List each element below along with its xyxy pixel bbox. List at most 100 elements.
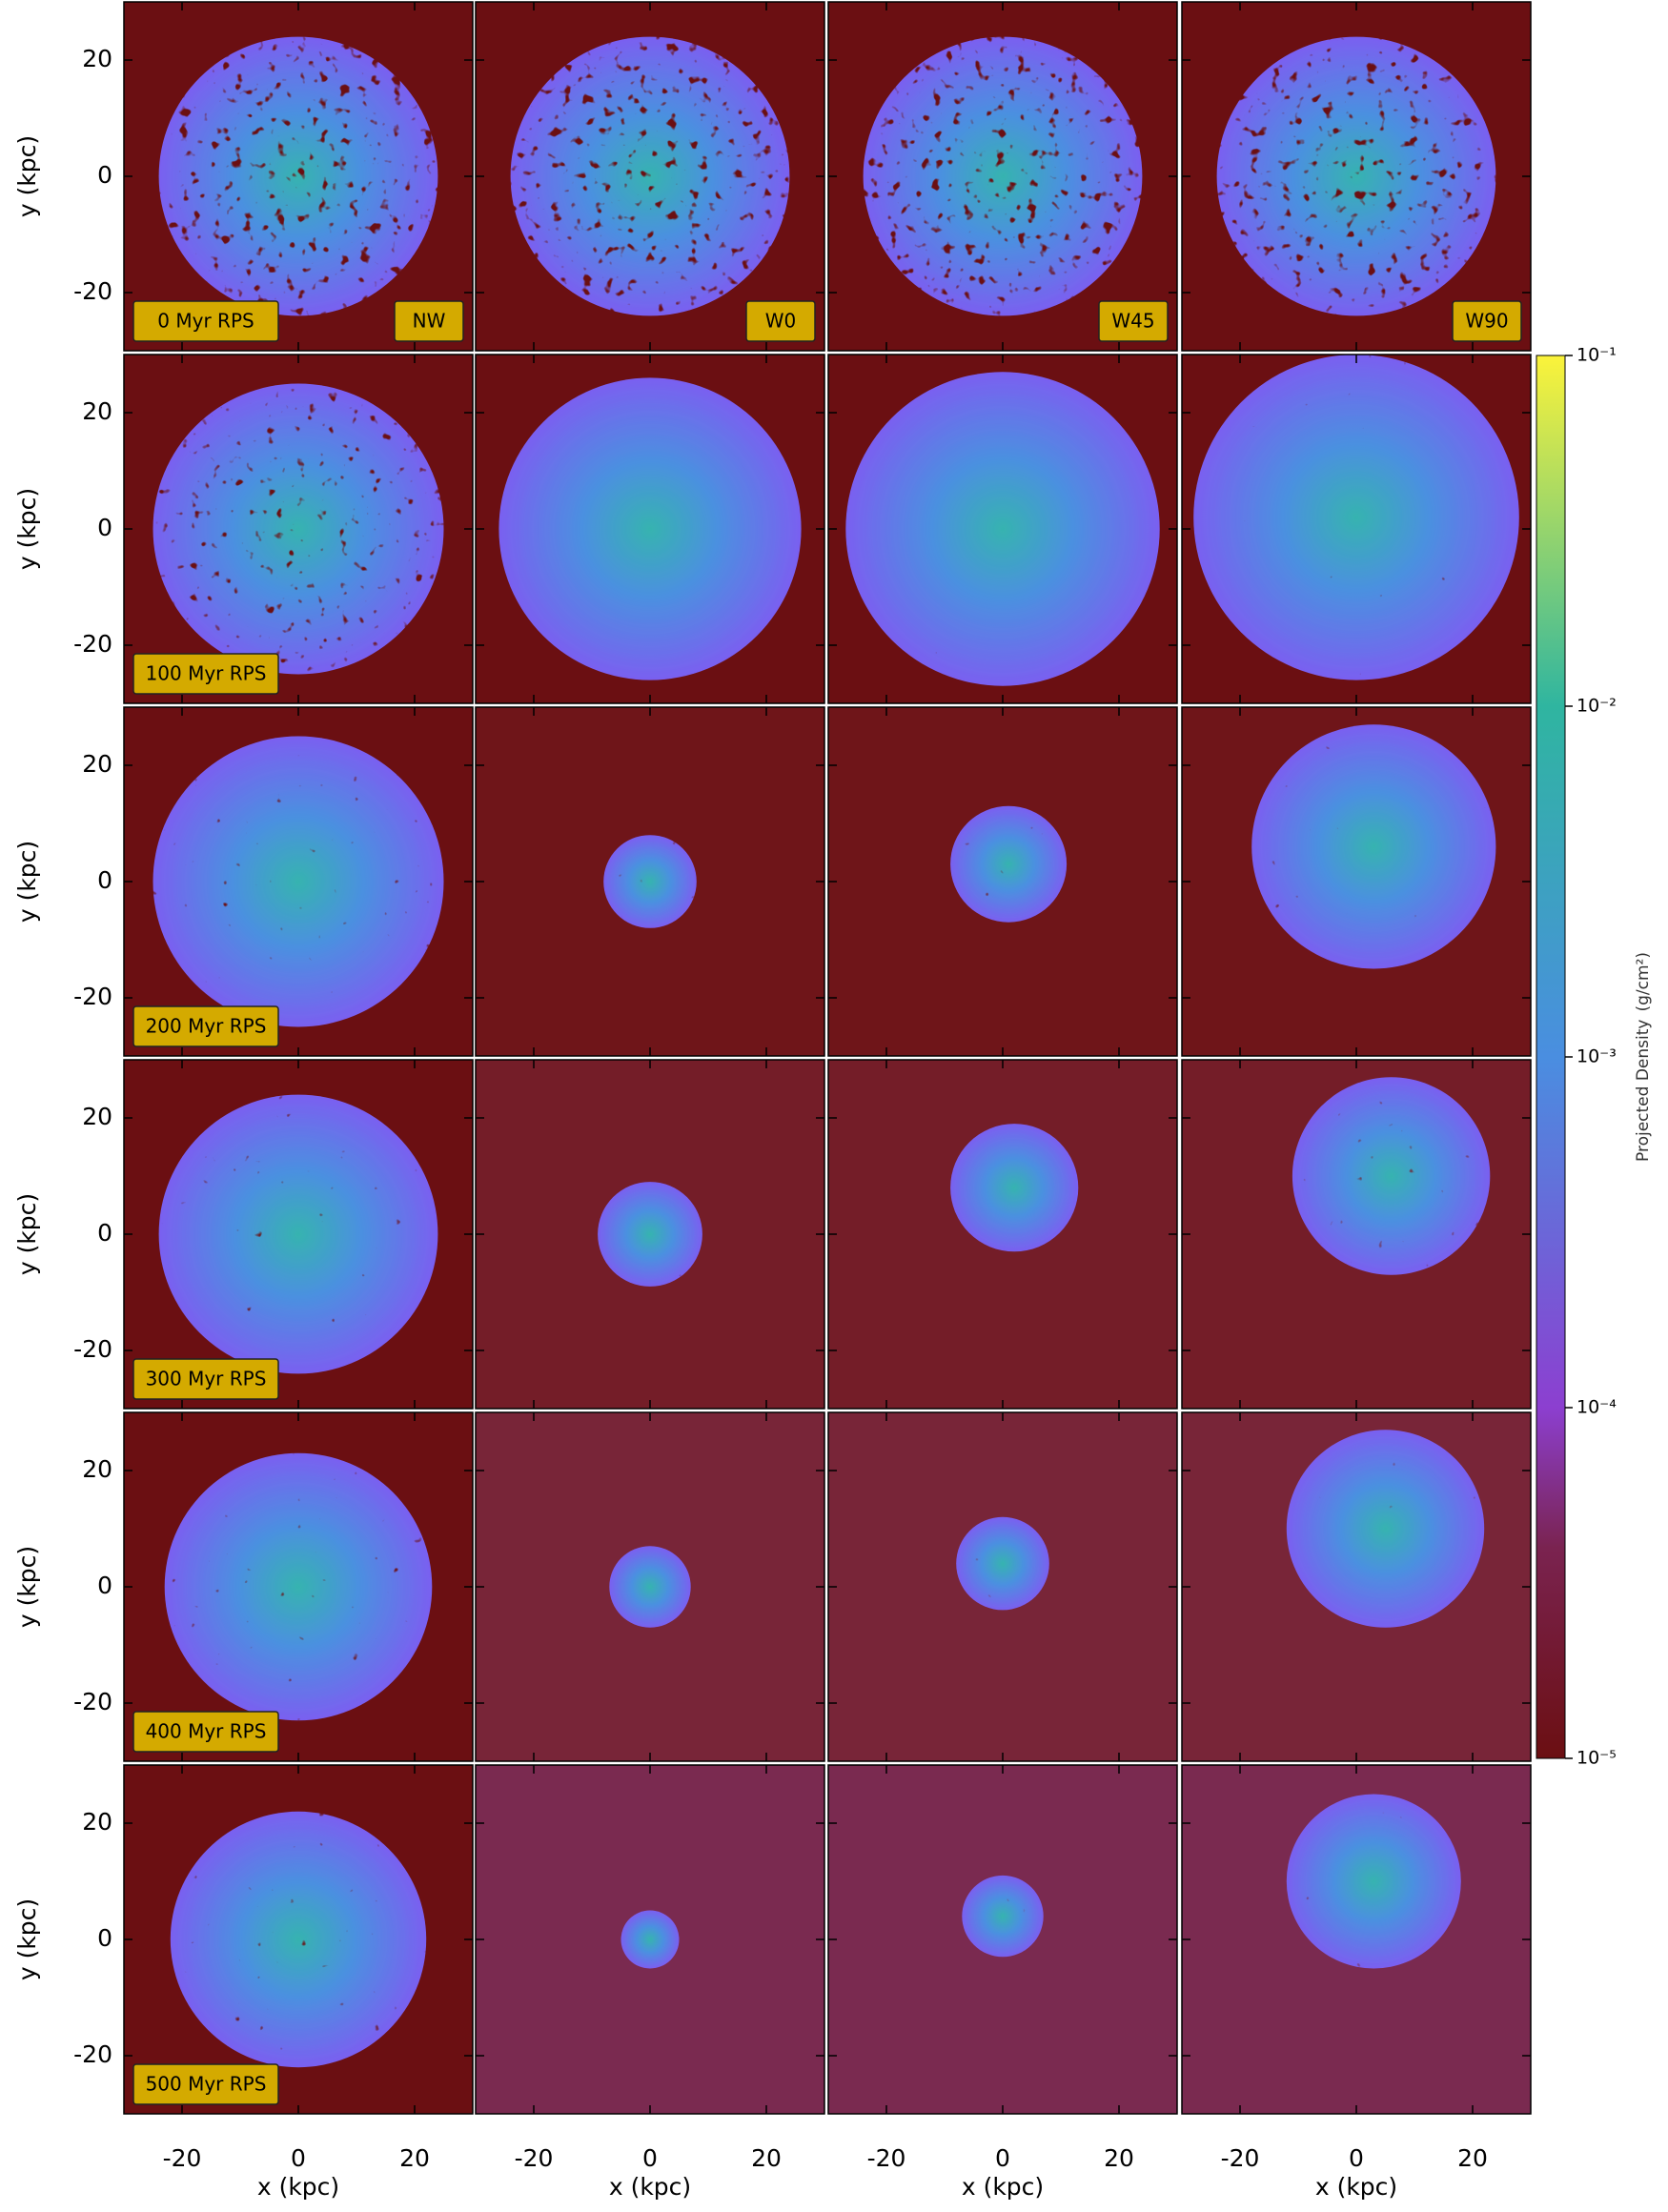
panel — [1182, 1412, 1531, 1761]
y-tick-label: 0 — [97, 866, 112, 894]
y-tick-label: -20 — [73, 1335, 112, 1363]
y-tick-label: 20 — [82, 397, 112, 425]
time-box — [132, 653, 279, 695]
y-tick-label: 0 — [97, 1572, 112, 1599]
panel — [828, 1765, 1177, 2114]
model-box — [394, 300, 464, 342]
gas-disk — [153, 383, 444, 675]
panel — [124, 2, 473, 351]
panel — [1182, 355, 1531, 703]
y-tick-label: 20 — [82, 1808, 112, 1836]
panel — [476, 2, 824, 351]
gas-disk — [510, 36, 790, 316]
y-axis-label: y (kpc) — [13, 1898, 41, 1980]
panel — [476, 1412, 824, 1761]
panel — [124, 355, 473, 703]
x-tick-label: 20 — [399, 2144, 430, 2172]
gas-disk — [609, 1546, 691, 1628]
gas-disk — [845, 372, 1160, 686]
model-label: W0 — [765, 310, 797, 333]
colorbar-tick-label: 10⁻⁴ — [1576, 1397, 1617, 1418]
gas-disk — [956, 1516, 1049, 1611]
colorbar-tick-label: 10⁻⁵ — [1576, 1748, 1617, 1769]
y-tick-label: -20 — [73, 2040, 112, 2068]
x-axis-label: x (kpc) — [962, 2173, 1044, 2201]
x-tick-label: -20 — [515, 2144, 554, 2172]
gas-disk — [498, 377, 802, 680]
gas-disk — [603, 835, 697, 928]
gas-disk — [1216, 36, 1496, 316]
y-tick-label: 0 — [97, 1219, 112, 1247]
panel — [124, 1412, 473, 1761]
gas-disk — [1286, 1794, 1461, 1969]
x-tick-label: -20 — [163, 2144, 202, 2172]
time-label: 500 Myr RPS — [146, 2073, 267, 2096]
panel — [828, 2, 1177, 351]
colorbar-label: Projected Density (g/cm²) — [1634, 952, 1653, 1162]
model-box — [1452, 300, 1522, 342]
time-label: 300 Myr RPS — [146, 1368, 267, 1390]
time-box — [132, 300, 279, 342]
y-tick-label: -20 — [73, 277, 112, 305]
panel — [1182, 1060, 1531, 1409]
time-label: 0 Myr RPS — [157, 310, 254, 333]
colorbar-title: Projected Density — [1634, 1020, 1653, 1162]
panel — [828, 1412, 1177, 1761]
y-tick-label: -20 — [73, 983, 112, 1010]
panel — [1182, 1765, 1531, 2114]
x-tick-label: 0 — [291, 2144, 306, 2172]
x-tick-label: 20 — [1457, 2144, 1488, 2172]
gas-disk — [950, 805, 1068, 923]
y-tick-label: 0 — [97, 514, 112, 541]
panel — [476, 707, 824, 1056]
y-tick-label: 20 — [82, 750, 112, 778]
time-box — [132, 2063, 279, 2105]
x-tick-label: 20 — [751, 2144, 782, 2172]
y-tick-label: 20 — [82, 45, 112, 72]
gas-disk — [598, 1182, 702, 1287]
panel — [1182, 707, 1531, 1056]
gas-disk — [158, 36, 438, 316]
model-box — [1098, 300, 1169, 342]
y-tick-label: 0 — [97, 161, 112, 189]
y-axis-label: y (kpc) — [13, 841, 41, 923]
panel — [828, 355, 1177, 703]
time-box — [132, 1358, 279, 1400]
gas-disk — [170, 1811, 427, 2068]
y-tick-label: -20 — [73, 1688, 112, 1715]
time-box — [132, 1711, 279, 1753]
time-label: 200 Myr RPS — [146, 1015, 267, 1038]
x-axis-label: x (kpc) — [257, 2173, 339, 2201]
colorbar-tick-label: 10⁻² — [1576, 696, 1617, 717]
time-label: 400 Myr RPS — [146, 1720, 267, 1743]
panel — [124, 1765, 473, 2114]
panel — [476, 1060, 824, 1409]
model-box — [745, 300, 816, 342]
gas-disk — [158, 1094, 438, 1374]
y-axis-label: y (kpc) — [13, 488, 41, 570]
gas-disk — [1193, 355, 1519, 680]
y-tick-label: 20 — [82, 1103, 112, 1130]
panel — [828, 707, 1177, 1056]
model-label: NW — [413, 310, 446, 333]
colorbar — [1536, 355, 1566, 1759]
y-tick-label: 0 — [97, 1924, 112, 1952]
gas-disk — [164, 1452, 433, 1721]
y-tick-label: 20 — [82, 1455, 112, 1483]
y-axis-label: y (kpc) — [13, 1193, 41, 1275]
panel — [1182, 2, 1531, 351]
panel — [476, 355, 824, 703]
x-tick-label: -20 — [867, 2144, 906, 2172]
y-tick-label: -20 — [73, 630, 112, 658]
gas-disk — [1251, 724, 1496, 969]
x-tick-label: 20 — [1104, 2144, 1134, 2172]
panel — [124, 707, 473, 1056]
gas-disk — [863, 36, 1143, 316]
x-tick-label: 0 — [995, 2144, 1010, 2172]
colorbar-unit: (g/cm²) — [1634, 952, 1653, 1012]
x-tick-label: 0 — [642, 2144, 658, 2172]
gas-disk — [950, 1124, 1079, 1252]
panel — [476, 1765, 824, 2114]
colorbar-tick-label: 10⁻¹ — [1576, 345, 1617, 366]
gas-disk — [1286, 1430, 1485, 1628]
